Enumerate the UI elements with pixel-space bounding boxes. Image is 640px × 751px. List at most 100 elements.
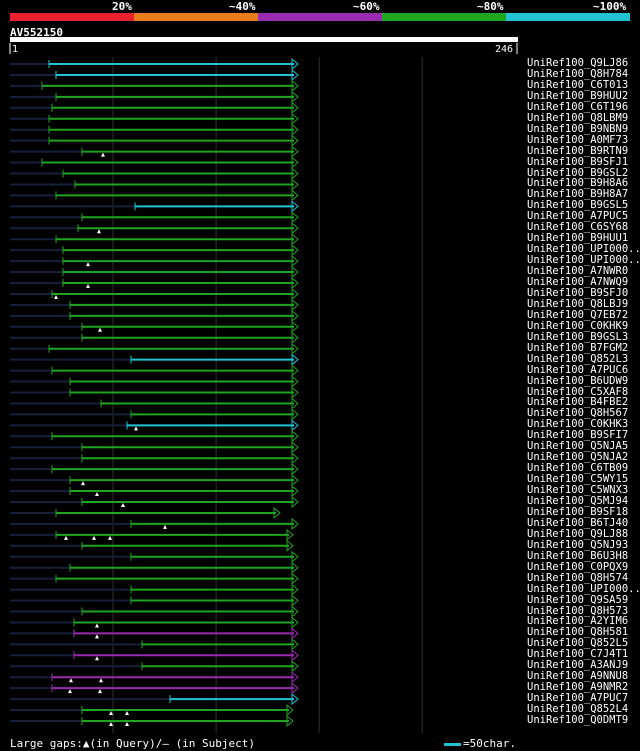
hit-arrow (291, 364, 299, 377)
hit-label[interactable]: UniRef100_Q8LBM9 (527, 111, 629, 124)
gap-marker (101, 152, 105, 157)
hit-label[interactable]: UniRef100_B6U3H8 (527, 549, 629, 562)
hit-label[interactable]: UniRef100_UPI000.. (527, 582, 640, 595)
hit-label[interactable]: UniRef100_A7PUC6 (527, 363, 629, 376)
hit-arrow (291, 79, 299, 92)
hit-label[interactable]: UniRef100_B6UDW9 (527, 374, 629, 387)
hit-arrow (291, 276, 299, 290)
hit-label[interactable]: UniRef100_B9H8A6 (527, 177, 629, 190)
hit-label[interactable]: UniRef100_Q5NJA2 (527, 451, 629, 464)
legend-swatch-80 (382, 13, 506, 21)
hit-label[interactable]: UniRef100_Q9LJ88 (527, 527, 629, 540)
hit-arrow (291, 200, 299, 213)
hit-label[interactable]: UniRef100_B9GSL5 (527, 199, 629, 212)
legend-swatch-60 (258, 13, 382, 21)
hit-label[interactable]: UniRef100_B9RTN9 (527, 144, 629, 157)
hit-label[interactable]: UniRef100_A7NWR0 (527, 265, 629, 278)
gap-marker (121, 503, 125, 507)
gap-marker (95, 634, 99, 639)
hit-arrow (291, 178, 299, 191)
hit-label[interactable]: UniRef100_Q7EB72 (527, 308, 629, 321)
hit-label[interactable]: UniRef100_Q5NJ93 (527, 538, 629, 551)
hit-label[interactable]: UniRef100_Q8H581 (527, 626, 629, 639)
hit-label[interactable]: UniRef100_B9SFI7 (527, 429, 629, 442)
hit-label[interactable]: UniRef100_Q852L4 (527, 703, 629, 716)
hit-arrow (291, 167, 299, 180)
hit-label[interactable]: UniRef100_Q8H784 (527, 67, 629, 80)
gap-marker (98, 327, 102, 332)
hit-label[interactable]: UniRef100_B9SFJ1 (527, 155, 629, 168)
hit-label[interactable]: UniRef100_B7FGM2 (527, 341, 629, 354)
hit-arrow (291, 583, 299, 596)
hit-label[interactable]: UniRef100_C0KHK3 (527, 418, 629, 431)
hit-label[interactable]: UniRef100_A7PUC7 (527, 692, 629, 705)
hit-label[interactable]: UniRef100_UPI000.. (527, 254, 640, 267)
hit-label[interactable]: UniRef100_A2YIM6 (527, 615, 629, 628)
hit-label[interactable]: UniRef100_A7PUC5 (527, 210, 629, 223)
hit-label[interactable]: UniRef100_B9SFJ0 (527, 286, 629, 299)
hit-label[interactable]: UniRef100_C6TB09 (527, 462, 629, 475)
hit-arrow (291, 145, 299, 158)
hit-label[interactable]: UniRef100_B9HUU2 (527, 89, 629, 102)
hit-label[interactable]: UniRef100_B9NBN9 (527, 122, 629, 135)
hit-label[interactable]: UniRef100_Q9LJ86 (527, 57, 629, 69)
hit-label[interactable]: UniRef100_A7NWQ9 (527, 276, 629, 288)
scale-label: =50char. (463, 737, 516, 750)
hit-label[interactable]: UniRef100_C0KHK9 (527, 319, 629, 332)
hit-label[interactable]: UniRef100_UPI000.. (527, 243, 640, 256)
hit-arrow (286, 539, 294, 552)
hit-label[interactable]: UniRef100_A0MF73 (527, 133, 629, 146)
hit-label[interactable]: UniRef100_A9NMR2 (527, 681, 629, 694)
hit-label[interactable]: UniRef100_C6T013 (527, 78, 629, 91)
hit-label[interactable]: UniRef100_Q8LBJ9 (527, 297, 629, 310)
hit-label[interactable]: UniRef100_Q8H573 (527, 604, 629, 617)
hit-label[interactable]: UniRef100_Q8H567 (527, 407, 629, 420)
hit-arrow (291, 517, 299, 530)
hit-label[interactable]: UniRef100_B9GSL2 (527, 166, 629, 179)
gap-marker (95, 623, 99, 628)
hit-arrow (291, 550, 299, 563)
hit-label[interactable]: UniRef100_C0PQX9 (527, 560, 629, 573)
hit-label[interactable]: UniRef100_Q5MJ94 (527, 495, 629, 507)
hit-label[interactable]: UniRef100_C6T196 (527, 100, 629, 113)
gap-marker (68, 689, 72, 694)
hit-arrow (291, 682, 299, 695)
hit-arrow (291, 638, 299, 651)
hit-label[interactable]: UniRef100_B4FBE2 (527, 396, 629, 409)
hit-label[interactable]: UniRef100_C7J4T1 (527, 648, 629, 661)
hit-label[interactable]: UniRef100_B9GSL3 (527, 330, 629, 343)
hit-arrow (291, 244, 299, 257)
legend-swatch-20 (10, 13, 134, 21)
gap-marker (109, 711, 113, 716)
hit-label[interactable]: UniRef100_Q8H574 (527, 571, 629, 584)
hit-label[interactable]: UniRef100_B9HUU1 (527, 232, 629, 245)
legend-label-80: ~80% (477, 0, 504, 13)
hit-label[interactable]: UniRef100_B6TJ40 (527, 516, 629, 529)
gap-marker (86, 262, 90, 267)
hit-arrow (291, 112, 299, 125)
gap-marker (108, 535, 112, 540)
hit-label[interactable]: UniRef100_C5WNX3 (527, 484, 629, 497)
hit-arrow (291, 156, 299, 169)
hit-label[interactable]: UniRef100_Q5NJA5 (527, 440, 629, 453)
hit-label[interactable]: UniRef100_Q852L3 (527, 352, 629, 365)
hit-arrow (291, 594, 299, 607)
hit-arrow (273, 506, 281, 520)
hit-label[interactable]: UniRef100_C6SY68 (527, 221, 629, 234)
hit-arrow (291, 386, 299, 399)
hit-arrow (291, 90, 299, 103)
hit-label[interactable]: UniRef100_C5XAF8 (527, 385, 629, 398)
gap-marker (109, 722, 113, 726)
hit-label[interactable]: UniRef100_A9NNU8 (527, 670, 629, 683)
hit-arrow (291, 408, 299, 421)
hit-label[interactable]: UniRef100_C5WY15 (527, 473, 629, 486)
hit-arrow (286, 703, 294, 717)
hit-label[interactable]: UniRef100_Q852L5 (527, 637, 629, 650)
hit-label[interactable]: UniRef100_Q0DMT9 (527, 714, 629, 726)
hit-label[interactable]: UniRef100_B9SF18 (527, 505, 629, 518)
hit-label[interactable]: UniRef100_Q9SA59 (527, 593, 629, 606)
hit-label[interactable]: UniRef100_A3ANJ9 (527, 659, 629, 672)
hit-arrow (291, 233, 299, 246)
hit-label[interactable]: UniRef100_B9H8A7 (527, 188, 629, 201)
